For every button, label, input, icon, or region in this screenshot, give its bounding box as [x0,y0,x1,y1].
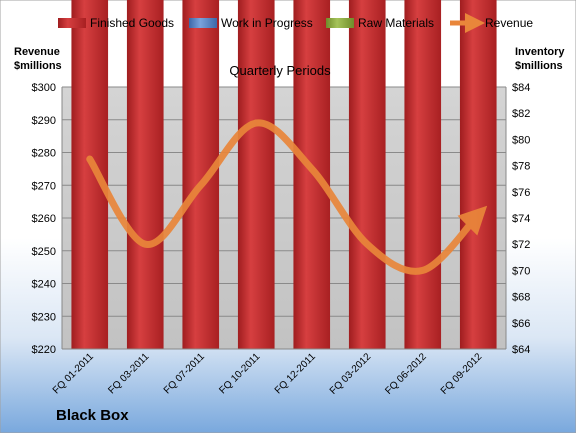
legend-item-finished-goods: Finished Goods [58,16,174,30]
left-tick-label: $250 [32,246,56,258]
legend-label-finished-goods: Finished Goods [90,16,174,30]
legend: Finished Goods Work in Progress Raw Mate… [58,13,533,33]
bar-finished-goods [293,0,331,349]
right-tick-label: $84 [512,82,530,94]
chart-title: Quarterly Periods [229,63,331,78]
right-axis-title-line2: $millions [515,60,563,72]
right-axis-title-line1: Inventory [515,46,565,58]
left-tick-label: $230 [32,311,56,323]
legend-item-revenue: Revenue [450,13,533,33]
right-tick-label: $74 [512,213,530,225]
bar-finished-goods [126,0,164,349]
right-tick-label: $78 [512,161,530,173]
left-tick-label: $220 [32,344,56,356]
left-axis-title-line1: Revenue [14,46,60,58]
left-tick-label: $260 [32,213,56,225]
legend-swatch-finished-goods [58,18,86,28]
left-tick-label: $280 [32,148,56,160]
right-tick-label: $72 [512,239,530,251]
bar-finished-goods [71,0,109,349]
left-tick-label: $240 [32,279,56,291]
legend-label-raw-materials: Raw Materials [358,16,434,30]
right-tick-label: $76 [512,187,530,199]
legend-swatch-raw-materials [326,18,354,28]
legend-item-raw-materials: Raw Materials [326,16,434,30]
legend-item-work-in-progress: Work in Progress [189,16,313,30]
revenue-line-path [86,119,488,275]
bar-finished-goods [237,0,275,349]
left-tick-label: $290 [32,115,56,127]
right-tick-label: $66 [512,318,530,330]
left-axis-title-line2: $millions [14,60,62,72]
left-tick-label: $270 [32,180,56,192]
right-tick-label: $70 [512,265,530,277]
legend-label-work-in-progress: Work in Progress [221,16,313,30]
bar-finished-goods [348,0,386,349]
legend-label-revenue: Revenue [485,16,533,30]
bar-finished-goods [459,0,497,349]
legend-swatch-work-in-progress [189,18,217,28]
company-name: Black Box [56,407,129,424]
right-tick-label: $68 [512,292,530,304]
revenue-line [86,119,488,275]
left-tick-label: $300 [32,82,56,94]
right-tick-label: $64 [512,344,530,356]
bar-finished-goods [404,0,442,349]
right-tick-label: $80 [512,134,530,146]
right-tick-label: $82 [512,108,530,120]
